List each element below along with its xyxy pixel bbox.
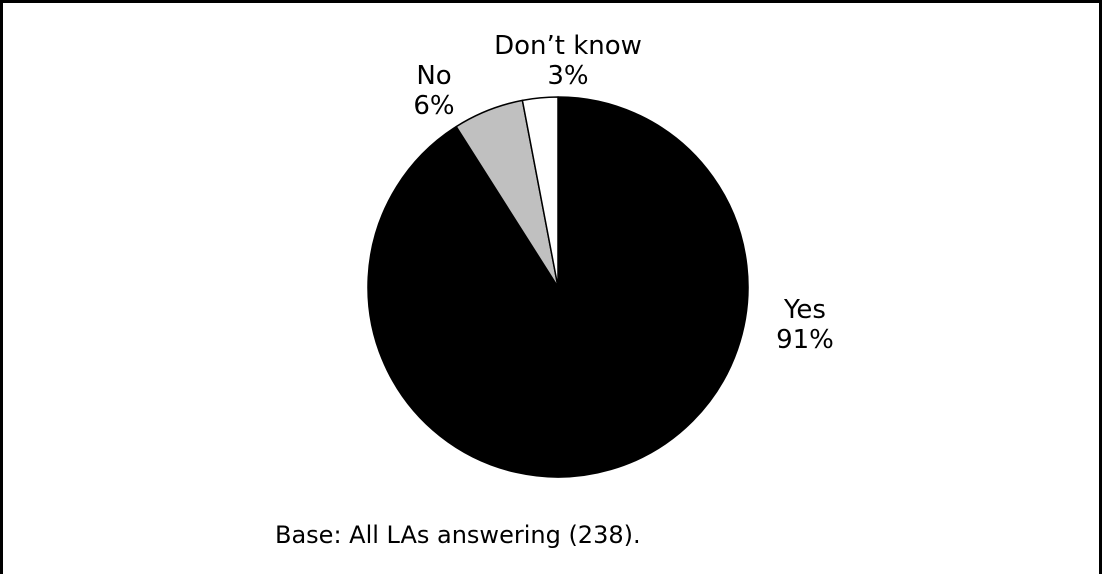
slice-category-label: Yes [783,295,826,325]
slice-category-label: No [416,61,451,91]
base-note: Base: All LAs answering (238). [275,521,641,549]
pie-slice-don-t-know [521,96,559,288]
slice-value-label: 91% [776,325,834,355]
slice-value-label: 3% [547,61,588,91]
slice-value-label: 6% [413,91,454,121]
slice-category-label: Don’t know [494,31,642,61]
pie-slices [367,96,749,478]
